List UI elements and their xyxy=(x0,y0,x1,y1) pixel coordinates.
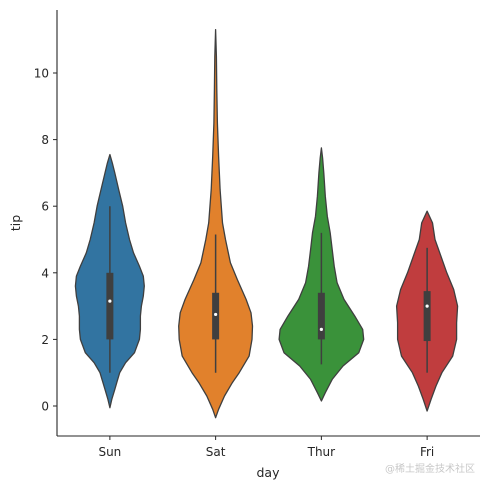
violin-body-sat xyxy=(178,29,254,419)
median-dot-thur xyxy=(319,327,323,332)
median-dot-sat xyxy=(214,312,218,317)
violin-sun xyxy=(74,153,145,409)
y-tick-label: 6 xyxy=(41,200,49,214)
watermark: @稀土掘金技术社区 xyxy=(385,464,475,475)
y-tick-label: 10 xyxy=(34,67,49,81)
x-axis-label: day xyxy=(257,465,281,480)
y-tick-label: 0 xyxy=(41,400,49,414)
x-tick-label: Sat xyxy=(206,445,226,459)
iqr-box-thur xyxy=(317,292,325,340)
iqr-box-sun xyxy=(106,272,114,340)
y-tick-label: 4 xyxy=(41,266,49,280)
iqr-box-sat xyxy=(212,292,220,340)
y-axis-ticks: 0 2 4 6 8 10 xyxy=(34,67,57,414)
x-axis-ticks: Sun Sat Thur Fri xyxy=(98,436,434,459)
median-dot-sun xyxy=(108,299,112,303)
x-tick-label: Fri xyxy=(420,445,434,459)
y-axis-label: tip xyxy=(8,215,23,231)
violin-sat xyxy=(178,29,254,419)
violin-layer xyxy=(74,29,459,419)
y-tick-label: 8 xyxy=(41,133,49,147)
iqr-box-fri xyxy=(423,291,431,342)
violin-fri xyxy=(395,210,459,412)
x-tick-label: Thur xyxy=(307,445,336,459)
y-tick-label: 2 xyxy=(41,333,49,347)
violin-thur xyxy=(278,147,365,402)
median-dot-fri xyxy=(425,304,429,308)
x-tick-label: Sun xyxy=(98,445,121,459)
